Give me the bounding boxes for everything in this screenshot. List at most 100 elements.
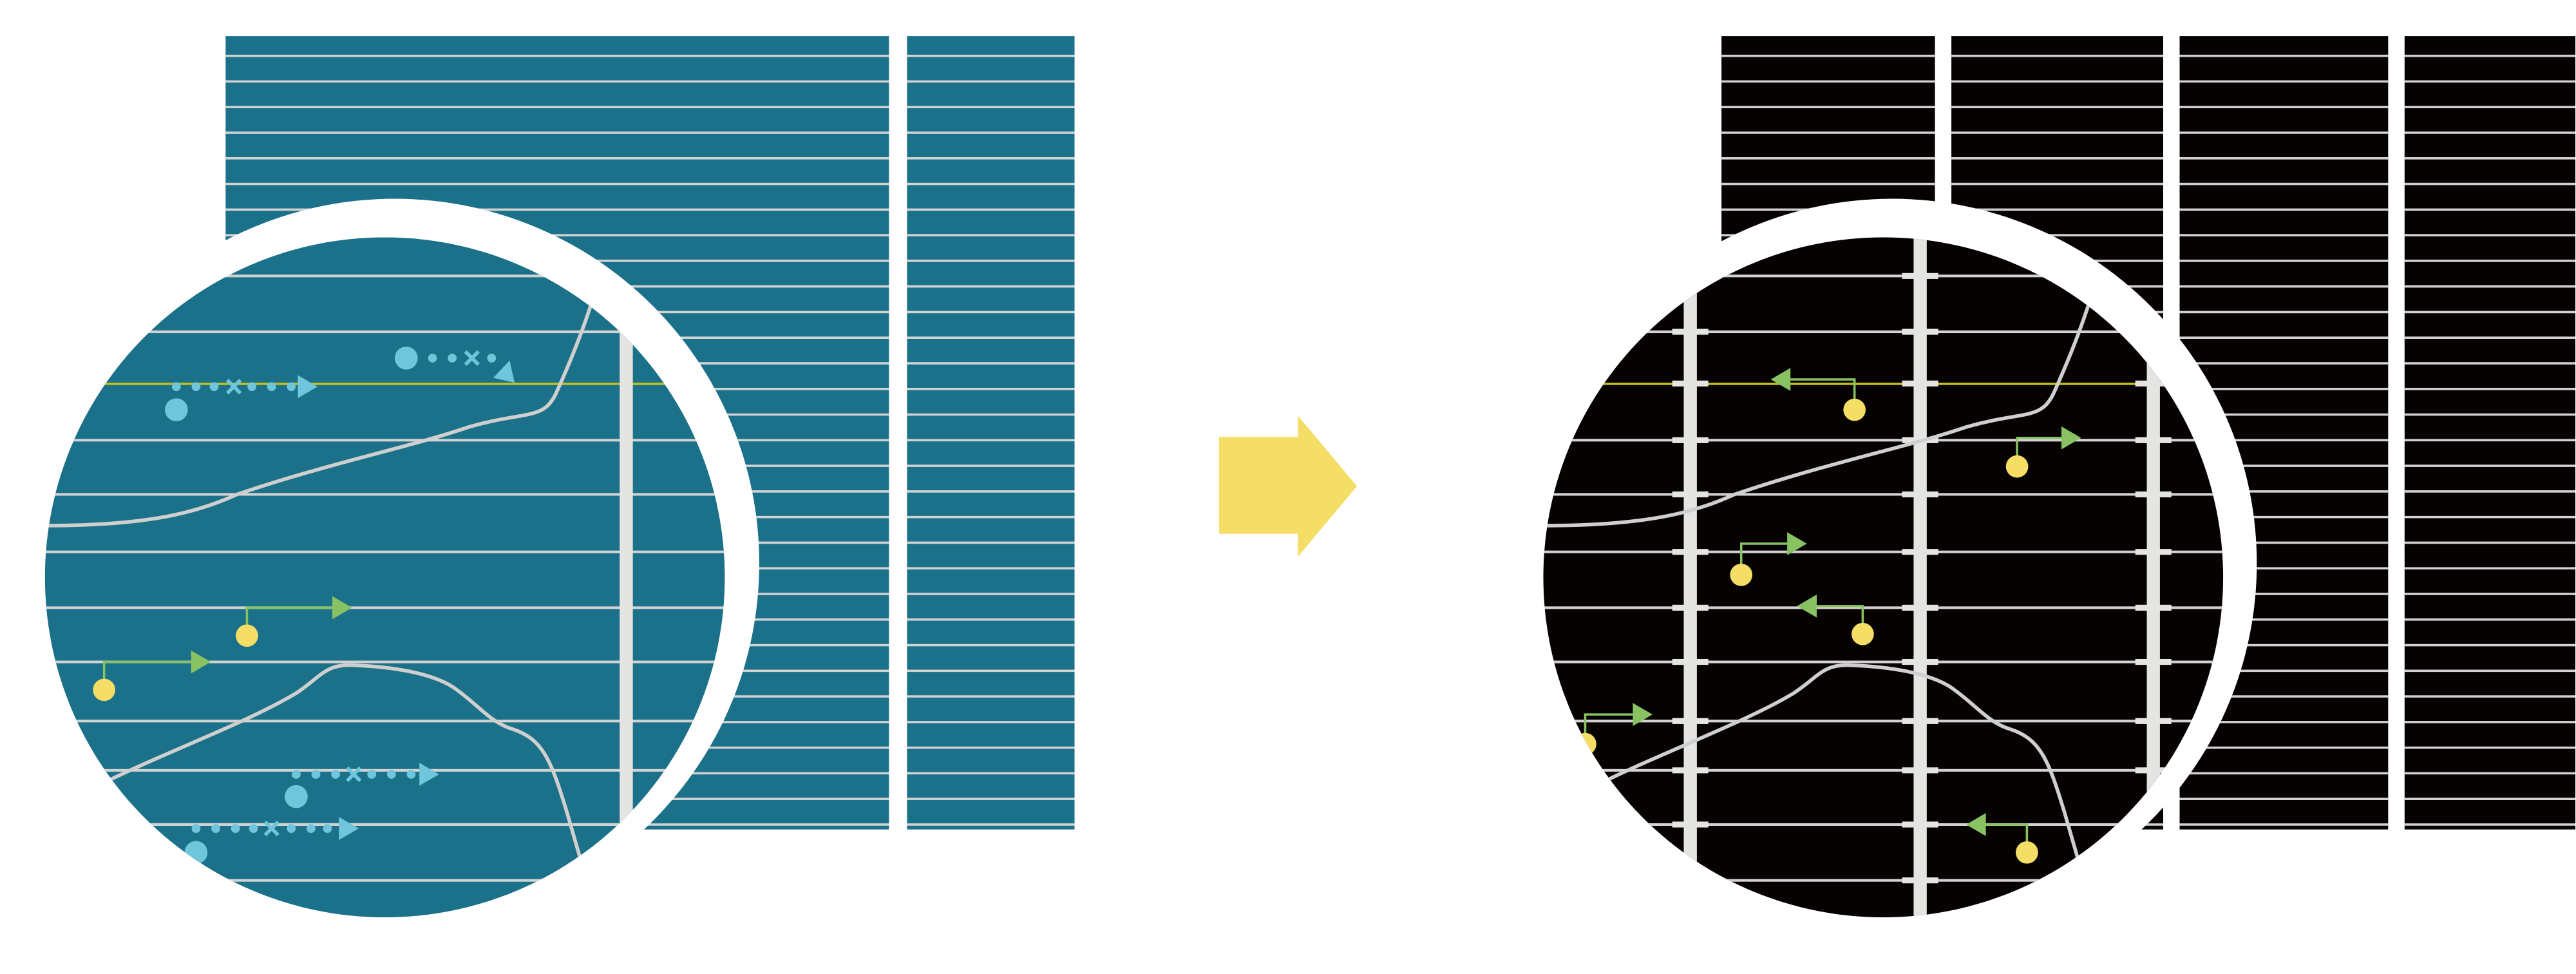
path-dot: [448, 353, 457, 363]
magnified-background: [1543, 237, 2224, 918]
carrier-dot: [93, 678, 115, 702]
finger-line: [225, 131, 889, 134]
direction-arrow-icon: [1787, 532, 1807, 555]
finger-line: [2179, 54, 2389, 57]
finger-line: [1951, 54, 2164, 57]
path-dot: [307, 824, 316, 833]
finger-line: [907, 772, 1075, 775]
finger-line: [44, 720, 725, 723]
contact-tick: [2135, 718, 2172, 724]
finger-line: [907, 310, 1075, 314]
finger-line: [1543, 439, 2224, 442]
carrier-dot: [285, 785, 308, 808]
finger-line: [1543, 330, 2224, 334]
contact-tick: [1672, 821, 1709, 828]
path-dot: [367, 770, 377, 779]
path-dot: [191, 382, 201, 392]
finger-line: [2404, 54, 2576, 57]
finger-line: [2179, 80, 2389, 83]
contact-tick: [2135, 877, 2172, 884]
finger-line: [1721, 54, 1935, 57]
finger-line: [2404, 362, 2576, 365]
finger-line: [2404, 260, 2576, 262]
finger-line: [1951, 208, 2164, 211]
path-dot: [249, 824, 258, 833]
finger-line: [1543, 879, 2224, 882]
right-arrow-icon: [1218, 415, 1358, 557]
finger-line: [2179, 746, 2389, 749]
finger-line: [907, 746, 1075, 749]
finger-line: [44, 439, 725, 442]
cell-strip: [907, 36, 1075, 830]
finger-line: [225, 54, 889, 57]
finger-line: [1543, 493, 2224, 496]
finger-line: [907, 157, 1075, 160]
finger-line: [44, 769, 725, 772]
finger-line: [44, 493, 725, 496]
finger-line: [2404, 234, 2576, 236]
finger-line: [2404, 285, 2576, 288]
band-curve-upper: [1544, 292, 2095, 528]
finger-line: [2404, 208, 2576, 211]
contact-tick: [1902, 767, 1938, 774]
path-dot: [171, 382, 181, 392]
finger-line: [1951, 80, 2164, 83]
finger-line: [2179, 669, 2389, 673]
path-dot: [211, 824, 220, 833]
path-dot: [287, 382, 296, 392]
carrier-dot: [164, 398, 188, 422]
finger-line: [2404, 413, 2576, 416]
contact-tick: [2135, 767, 2172, 774]
finger-line: [907, 106, 1075, 109]
path-dot: [292, 770, 301, 779]
direction-arrow-icon: [298, 375, 318, 399]
contact-tick: [2135, 549, 2172, 555]
contact-tick: [2135, 658, 2172, 665]
finger-line: [2179, 464, 2389, 467]
contact-tick: [1672, 491, 1709, 498]
finger-line: [907, 387, 1075, 390]
finger-line: [225, 234, 889, 236]
contact-bar: [1913, 237, 1927, 918]
finger-line: [2179, 106, 2389, 109]
contact-tick: [1902, 380, 1938, 387]
contact-tick: [1672, 718, 1709, 724]
finger-line: [2179, 208, 2389, 211]
finger-line: [907, 80, 1075, 83]
finger-line: [1543, 660, 2224, 664]
finger-line: [907, 669, 1075, 673]
contact-tick: [1672, 604, 1709, 611]
finger-line: [2179, 260, 2389, 262]
finger-line: [2404, 310, 2576, 314]
finger-line: [1543, 274, 2224, 278]
finger-line: [1951, 182, 2164, 186]
magnified-background: [44, 237, 725, 918]
direction-arrow-icon: [332, 596, 352, 620]
recombination-cross-icon: [225, 379, 242, 395]
path-dot: [323, 824, 332, 833]
finger-line: [907, 541, 1075, 544]
direction-arrow-icon: [191, 650, 211, 674]
contact-tick: [1672, 767, 1709, 774]
contact-tick: [1902, 491, 1938, 498]
finger-line: [2404, 387, 2576, 390]
contact-tick: [2135, 491, 2172, 498]
path-dot: [231, 824, 240, 833]
band-curve-lower: [98, 663, 591, 888]
finger-line: [2404, 80, 2576, 83]
finger-line: [2404, 336, 2576, 339]
finger-line: [2179, 285, 2389, 288]
finger-line: [2179, 541, 2389, 544]
finger-line: [2179, 310, 2389, 314]
finger-line: [1721, 157, 1935, 160]
fermi-level-line: [1543, 383, 2224, 385]
finger-line: [44, 274, 725, 278]
finger-line: [225, 80, 889, 83]
finger-line: [1721, 182, 1935, 186]
direction-arrow-icon: [1966, 813, 1986, 836]
finger-line: [2179, 490, 2389, 493]
finger-line: [2179, 721, 2389, 723]
finger-line: [2179, 234, 2389, 236]
finger-line: [907, 797, 1075, 800]
